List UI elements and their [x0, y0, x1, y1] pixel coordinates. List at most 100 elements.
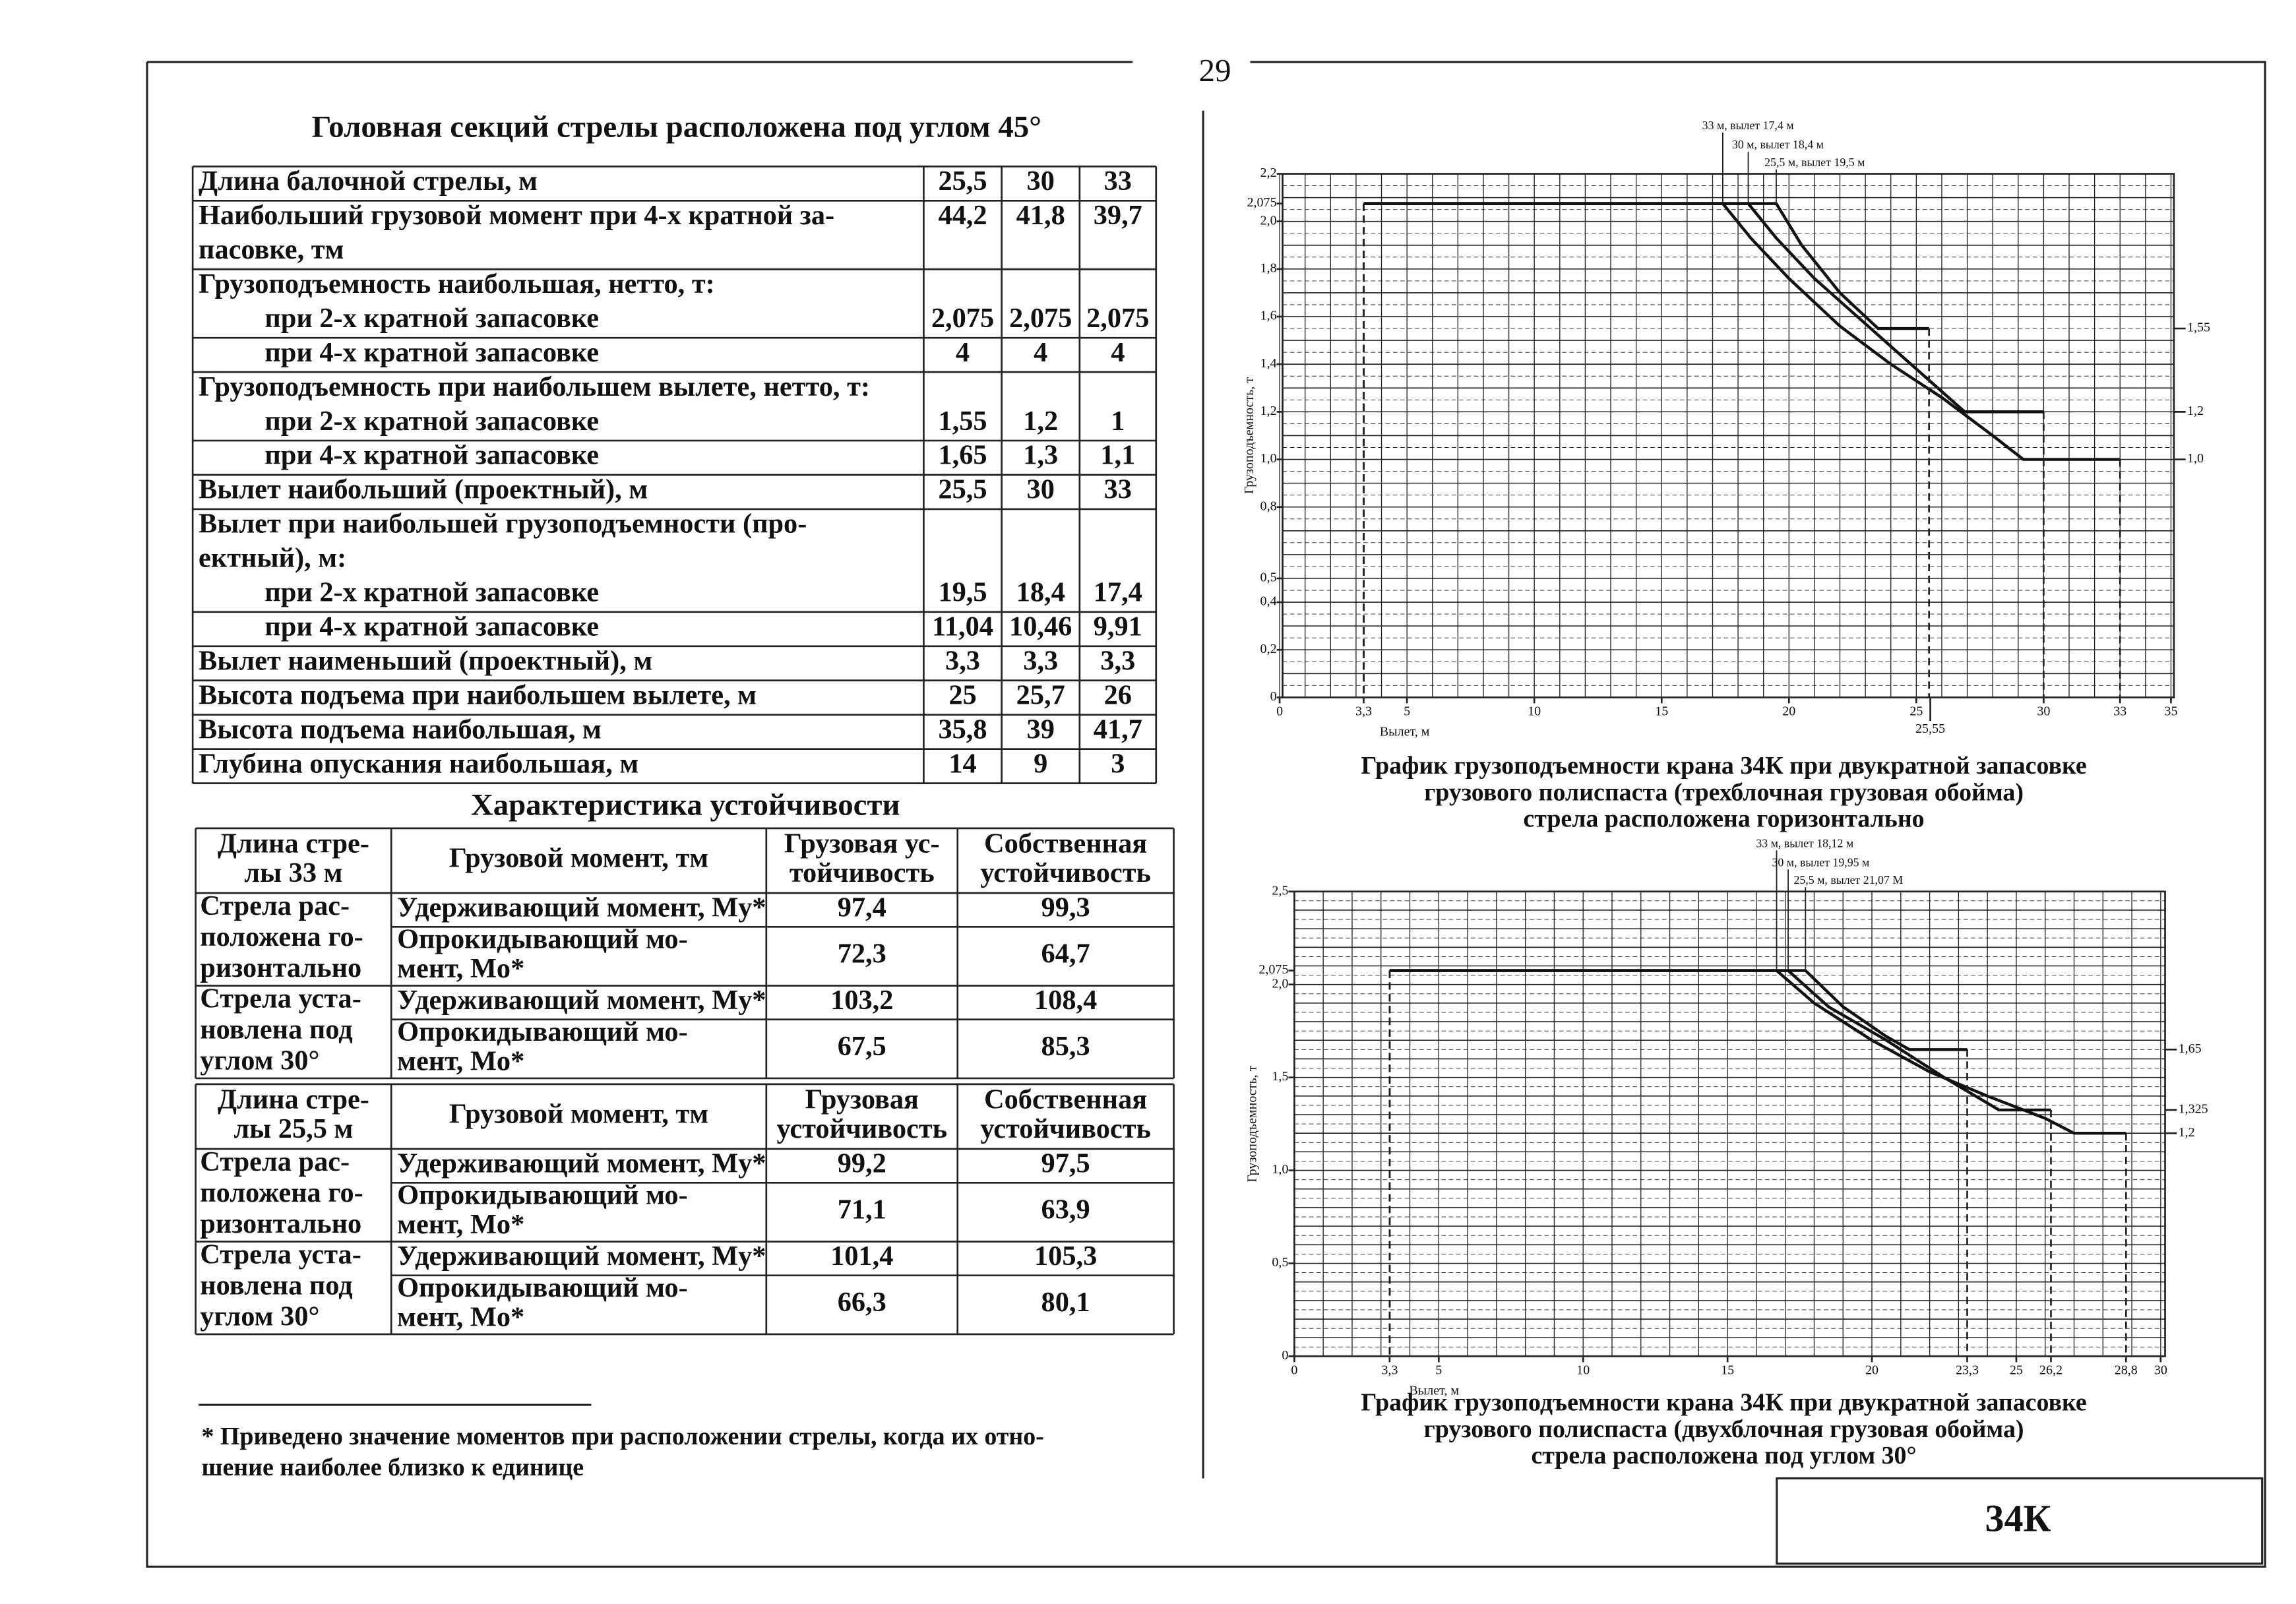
row-label: Наибольший грузовой момент при 4-х кратн… [199, 200, 834, 231]
table-title: Головная секций стрелы расположена под у… [312, 109, 1041, 144]
series-annotation: 25,5 м, вылет 21,07 М [1793, 873, 1903, 886]
header-cell: Собственная [984, 828, 1147, 859]
cell-value: 1,65 [938, 440, 987, 471]
row-label: Высота подъема при наибольшем вылете, м [199, 679, 757, 710]
moment-label: Опрокидывающий мо- [397, 1179, 688, 1210]
cell-value: 26 [1104, 679, 1132, 710]
header-cell: Грузовой момент, тм [449, 843, 708, 874]
cell-value: 11,04 [932, 611, 993, 642]
header-cell: Собственная [984, 1084, 1147, 1115]
header-cell: Грузовой момент, тм [449, 1099, 708, 1130]
cell-value: 66,3 [838, 1287, 886, 1318]
group-label: новлена под [200, 1014, 352, 1045]
cell-value: 71,1 [838, 1194, 886, 1225]
y-tick-label: 1,0 [1272, 1162, 1288, 1177]
cell-value: 10,46 [1009, 611, 1072, 642]
x-tick-label: 26,2 [2039, 1363, 2063, 1377]
group-label: Стрела уста- [200, 1239, 361, 1270]
header-cell: устойчивость [776, 1113, 947, 1144]
x-tick-label: 0 [1291, 1363, 1297, 1377]
group-label: Стрела рас- [200, 890, 350, 921]
cell-value: 44,2 [938, 200, 987, 231]
right-tick-label: 1,2 [2179, 1125, 2195, 1140]
x-tick-label: 30 [2154, 1363, 2167, 1377]
moment-label: Удерживающий момент, Mу* [397, 1148, 766, 1179]
cell-value: 30 [1027, 166, 1055, 197]
cell-value: 18,4 [1016, 577, 1065, 608]
cell-value: 4 [956, 337, 970, 368]
cell-value: 39,7 [1094, 200, 1142, 231]
plot-frame [1293, 890, 2166, 1357]
cell-value: 80,1 [1041, 1287, 1090, 1318]
x-tick-label: 35 [2164, 704, 2177, 718]
stamp: 34К [1985, 1497, 2051, 1540]
x-axis-title: Вылет, м [1380, 725, 1430, 739]
row-label: Высота подъема наибольшая, м [199, 714, 602, 745]
x-tick-label: 23,3 [1956, 1363, 1979, 1377]
y-tick-label: 1,0 [1260, 451, 1277, 466]
cell-value: 19,5 [938, 577, 987, 608]
moment-label: мент, Mо* [397, 953, 524, 984]
x-tick-label: 5 [1404, 704, 1410, 718]
x-tick-label: 28,8 [2115, 1363, 2138, 1377]
capacity-curve [1389, 969, 2126, 1135]
row-label: Длина балочной стрелы, м [199, 166, 538, 197]
chart-caption: стрела расположена горизонтально [1523, 805, 1924, 832]
cell-value: 85,3 [1041, 1031, 1090, 1062]
y-tick-label: 0 [1270, 689, 1277, 704]
cell-value: 103,2 [830, 985, 893, 1016]
cell-value: 99,3 [1041, 892, 1090, 923]
cell-value: 2,075 [1009, 303, 1072, 334]
capacity-curve [1389, 969, 1968, 1051]
x-tick-label: 3,3 [1355, 704, 1372, 718]
group-label: положена го- [200, 921, 363, 952]
group-label: ризонтально [200, 1208, 361, 1239]
chart-caption: График грузоподъемности крана 34К при дв… [1361, 1389, 2086, 1417]
row-label: Грузоподъемность при наибольшем вылете, … [199, 371, 870, 402]
moment-label: Опрокидывающий мо- [397, 923, 688, 954]
header-cell: Грузовая [805, 1084, 919, 1115]
cell-value: 3,3 [1100, 645, 1135, 676]
moment-label: Опрокидывающий мо- [397, 1016, 688, 1047]
stability-title: Характеристика устойчивости [471, 787, 900, 822]
row-sublabel: при 4-х кратной запасовке [264, 440, 599, 471]
y-tick-label: 1,5 [1272, 1069, 1288, 1084]
x-tick-label: 15 [1721, 1363, 1734, 1377]
row-label: Глубина опускания наибольшая, м [199, 748, 638, 779]
cell-value: 25,7 [1016, 679, 1065, 710]
y-tick-label: 0 [1282, 1348, 1288, 1363]
y-tick-label: 0,5 [1260, 571, 1277, 585]
x-tick-label: 30 [2037, 704, 2050, 718]
plot-frame [1282, 173, 2175, 698]
header-cell: устойчивость [980, 1113, 1151, 1144]
row-label: Вылет при наибольшей грузоподъемности (п… [199, 509, 807, 540]
cell-value: 14 [948, 748, 976, 779]
x-tick-label: 10 [1528, 704, 1541, 718]
right-tick-label: 1,2 [2187, 404, 2204, 418]
cell-value: 25,5 [938, 166, 987, 197]
series-annotation: 33 м, вылет 18,12 м [1756, 836, 1853, 849]
row-label: пасовке, тм [199, 234, 344, 265]
x-tick-label: 25 [2010, 1363, 2023, 1377]
page-frame [146, 61, 2266, 1568]
right-tick-label: 1,65 [2179, 1041, 2202, 1056]
series-annotation: 33 м, вылет 17,4 м [1702, 119, 1794, 132]
cell-value: 3,3 [945, 645, 980, 676]
x-tick-label: 0 [1276, 704, 1283, 718]
row-sublabel: при 4-х кратной запасовке [264, 611, 599, 642]
footnote: шение наиболее близко к единице [202, 1454, 584, 1481]
x-tick-label: 25,55 [1915, 722, 1945, 736]
footnote: * Приведено значение моментов при распол… [202, 1423, 1044, 1450]
cell-value: 63,9 [1041, 1194, 1090, 1225]
cell-value: 72,3 [838, 939, 886, 970]
cell-value: 2,075 [931, 303, 994, 334]
capacity-curve [1363, 202, 2044, 414]
x-axis-title: Вылет, м [1409, 1384, 1459, 1398]
group-label: новлена под [200, 1270, 352, 1301]
cell-value: 1,55 [938, 406, 987, 437]
y-tick-label: 2,2 [1260, 166, 1277, 180]
row-label: Вылет наибольший (проектный), м [199, 474, 648, 505]
cell-value: 1 [1111, 406, 1125, 437]
cell-value: 1,3 [1023, 440, 1058, 471]
cell-value: 3,3 [1023, 645, 1058, 676]
